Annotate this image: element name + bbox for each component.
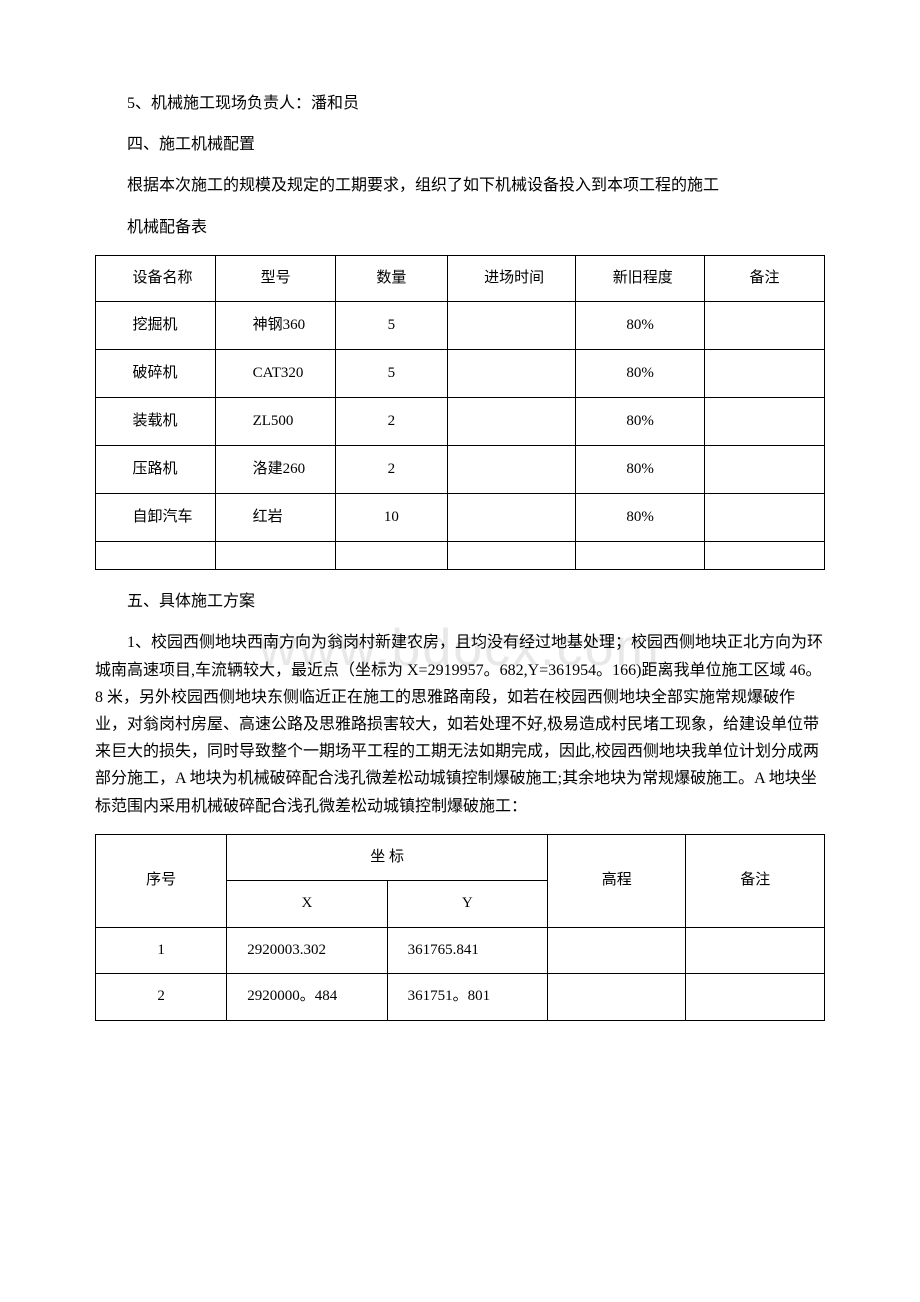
cell-h [547, 927, 686, 974]
table-row: 破碎机 CAT320 5 80% [96, 350, 825, 398]
cell-name: 装载机 [96, 398, 216, 446]
cell-qty: 2 [336, 446, 447, 494]
th-entry-time: 进场时间 [447, 255, 576, 302]
table-header-row: 设备名称 型号 数量 进场时间 新旧程度 备注 [96, 255, 825, 302]
paragraph-intro: 根据本次施工的规模及规定的工期要求，组织了如下机械设备投入到本项工程的施工 [95, 172, 825, 199]
cell-pct: 80% [576, 398, 705, 446]
cell-pct: 80% [576, 350, 705, 398]
cell-time [447, 398, 576, 446]
cell-qty: 5 [336, 302, 447, 350]
cell-time [447, 446, 576, 494]
cell-note [704, 446, 824, 494]
table-row: 挖掘机 神钢360 5 80% [96, 302, 825, 350]
cell-note [686, 927, 825, 974]
cell-qty: 5 [336, 350, 447, 398]
th-qty: 数量 [336, 255, 447, 302]
th-condition: 新旧程度 [576, 255, 705, 302]
cell-model: 神钢360 [216, 302, 336, 350]
cell-x: 2920000。484 [227, 974, 387, 1021]
cell-note [704, 302, 824, 350]
cell-y: 361765.841 [387, 927, 547, 974]
coordinates-table: 序号 坐 标 高程 备注 X Y 1 2920003.302 361765.84… [95, 834, 825, 1021]
table-row-empty [96, 542, 825, 570]
th-model: 型号 [216, 255, 336, 302]
cell-pct: 80% [576, 446, 705, 494]
table-row: 2 2920000。484 361751。801 [96, 974, 825, 1021]
table-header-row: 序号 坐 标 高程 备注 [96, 834, 825, 881]
paragraph-responsible: 5、机械施工现场负责人：潘和员 [95, 90, 825, 117]
cell-note [704, 350, 824, 398]
cell-qty: 10 [336, 494, 447, 542]
th-note: 备注 [686, 834, 825, 927]
th-note: 备注 [704, 255, 824, 302]
table-row: 1 2920003.302 361765.841 [96, 927, 825, 974]
cell-pct: 80% [576, 302, 705, 350]
cell-name: 自卸汽车 [96, 494, 216, 542]
cell-model: ZL500 [216, 398, 336, 446]
cell-x: 2920003.302 [227, 927, 387, 974]
th-equipment-name: 设备名称 [96, 255, 216, 302]
th-seq: 序号 [96, 834, 227, 927]
cell-name: 破碎机 [96, 350, 216, 398]
cell-note [686, 974, 825, 1021]
cell-model: 红岩 [216, 494, 336, 542]
paragraph-plan: 1、校园西侧地块西南方向为翁岗村新建农房，且均没有经过地基处理；校园西侧地块正北… [95, 629, 825, 819]
cell-time [447, 494, 576, 542]
th-elevation: 高程 [547, 834, 686, 927]
cell-y: 361751。801 [387, 974, 547, 1021]
cell-h [547, 974, 686, 1021]
th-y: Y [387, 881, 547, 928]
table-row: 装载机 ZL500 2 80% [96, 398, 825, 446]
cell-idx: 2 [96, 974, 227, 1021]
heading-section-4: 四、施工机械配置 [95, 131, 825, 158]
cell-time [447, 350, 576, 398]
cell-note [704, 494, 824, 542]
cell-note [704, 398, 824, 446]
cell-time [447, 302, 576, 350]
cell-model: 洛建260 [216, 446, 336, 494]
cell-model: CAT320 [216, 350, 336, 398]
cell-name: 挖掘机 [96, 302, 216, 350]
th-x: X [227, 881, 387, 928]
table-row: 压路机 洛建260 2 80% [96, 446, 825, 494]
document-body: 5、机械施工现场负责人：潘和员 四、施工机械配置 根据本次施工的规模及规定的工期… [95, 90, 825, 1021]
equipment-table: 设备名称 型号 数量 进场时间 新旧程度 备注 挖掘机 神钢360 5 80% … [95, 255, 825, 571]
table1-caption: 机械配备表 [95, 214, 825, 241]
cell-idx: 1 [96, 927, 227, 974]
cell-qty: 2 [336, 398, 447, 446]
th-coord: 坐 标 [227, 834, 548, 881]
table-row: 自卸汽车 红岩 10 80% [96, 494, 825, 542]
heading-section-5: 五、具体施工方案 [95, 588, 825, 615]
cell-pct: 80% [576, 494, 705, 542]
cell-name: 压路机 [96, 446, 216, 494]
